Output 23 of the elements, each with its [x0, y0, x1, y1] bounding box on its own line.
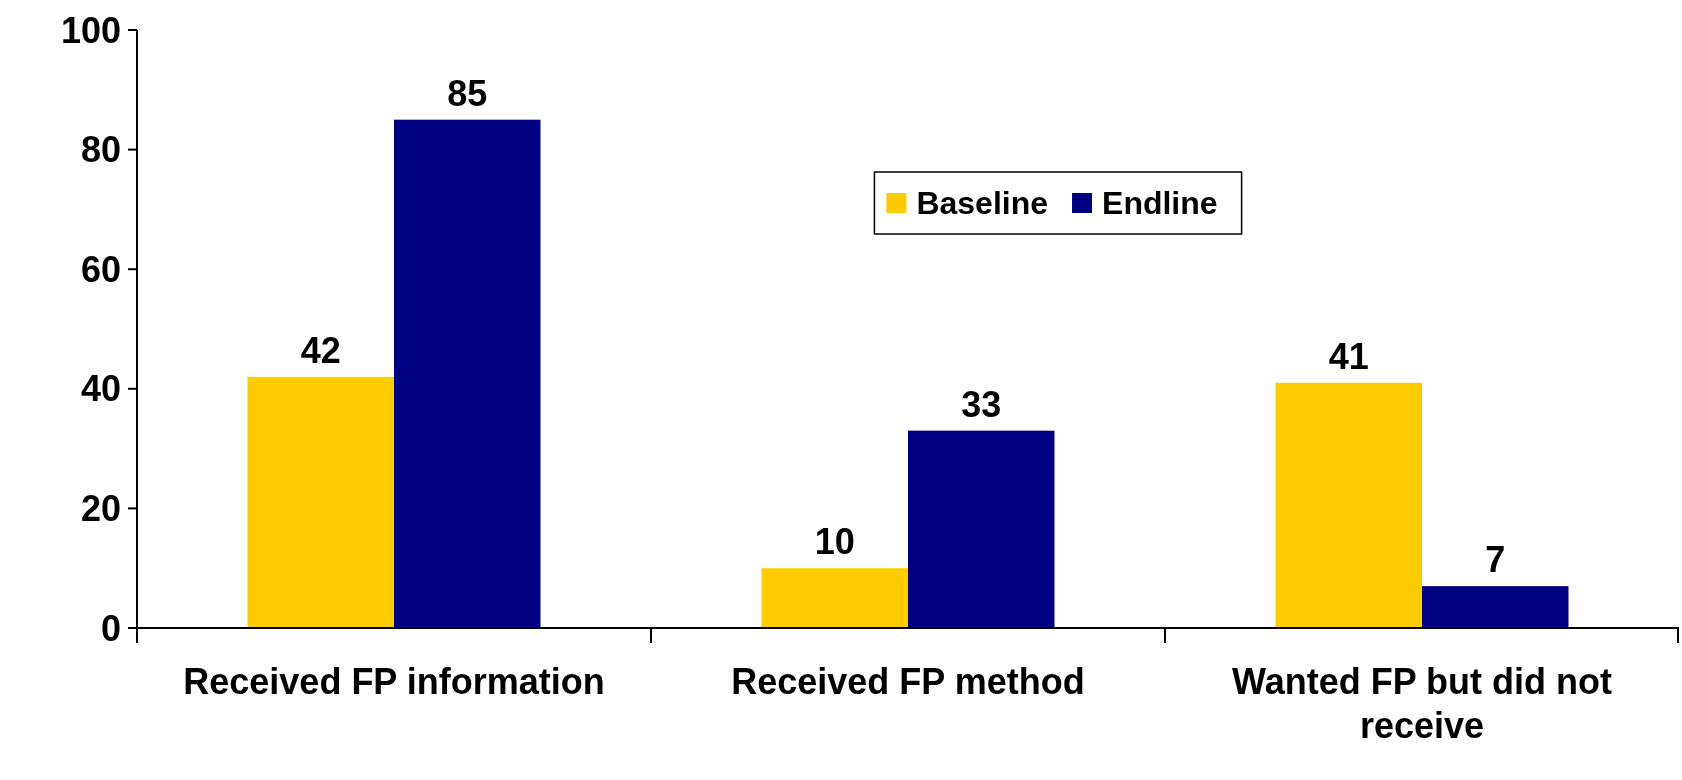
x-tick-label: Wanted FP but did not receive [1232, 661, 1612, 746]
data-label: 85 [447, 72, 488, 114]
legend-label: Endline [1102, 185, 1218, 222]
data-label: 33 [961, 383, 1002, 425]
y-tick-label: 0 [100, 607, 121, 649]
bar [1275, 382, 1422, 628]
data-label: 42 [300, 329, 341, 371]
data-label: 10 [814, 521, 855, 563]
y-tick-label: 100 [60, 9, 121, 51]
bar [1422, 586, 1569, 628]
x-tick-label: Received FP information [183, 661, 605, 702]
bar [908, 430, 1055, 628]
y-tick-label: 60 [80, 248, 121, 290]
data-label: 7 [1485, 539, 1506, 581]
data-label: 41 [1328, 335, 1369, 377]
bar [247, 376, 394, 628]
x-tick-label: Received FP method [731, 661, 1085, 702]
bar [394, 119, 541, 628]
legend-label: Baseline [916, 185, 1049, 222]
bar [761, 568, 908, 628]
y-tick-label: 20 [80, 488, 121, 529]
y-tick-label: 80 [80, 129, 121, 171]
y-tick-label: 40 [80, 368, 121, 410]
